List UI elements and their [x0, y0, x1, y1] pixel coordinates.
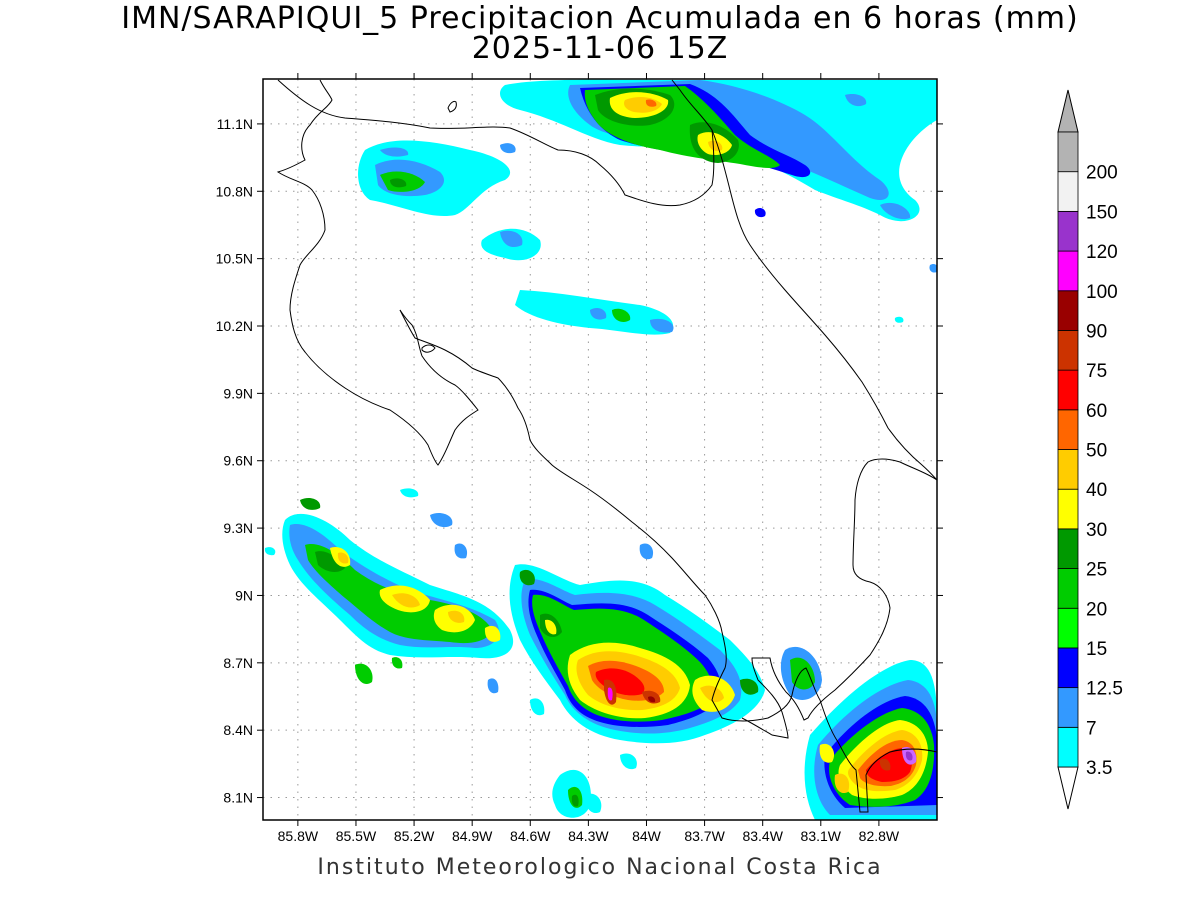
colorbar-high-triangle [1057, 89, 1079, 133]
colorbar-label: 200 [1086, 163, 1118, 184]
lon-tick-label: 85.8W [278, 828, 319, 844]
colorbar-swatch [1057, 647, 1079, 689]
lon-tick-label: 83.7W [684, 828, 725, 844]
colorbar-swatch [1057, 250, 1079, 292]
lat-tick-label: 11.1N [217, 116, 253, 132]
colorbar-swatch [1057, 131, 1079, 173]
map-frame [262, 78, 938, 821]
rain-cell-pacific-central [264, 488, 514, 694]
colorbar-swatch [1057, 171, 1079, 212]
colorbar-label: 40 [1086, 480, 1107, 501]
colorbar-label: 120 [1086, 242, 1118, 263]
precipitation-field [264, 79, 937, 820]
lon-tick-label: 84.6W [510, 828, 551, 844]
lat-tick-label: 10.2N [216, 318, 253, 334]
colorbar-low-triangle [1057, 766, 1079, 810]
lat-tick-label: 8.1N [223, 790, 253, 806]
nicaragua-pacific-coast [263, 79, 479, 466]
colorbar-label: 90 [1086, 321, 1107, 342]
lon-tick-label: 83.4W [742, 828, 783, 844]
lon-tick-label: 84.9W [452, 828, 493, 844]
colorbar-swatch [1057, 409, 1079, 450]
colorbar-label: 60 [1086, 401, 1107, 422]
lat-tick-label: 8.4N [223, 722, 253, 738]
rain-cell-central-north [481, 228, 937, 335]
gulf-of-nicoya-coast [399, 309, 937, 813]
map-datetime: 2025-11-06 15Z [471, 31, 729, 66]
lon-tick-label: 82.8W [859, 828, 900, 844]
rain-cell-guanacaste-north [358, 140, 516, 217]
lon-tick-label: 85.5W [336, 828, 377, 844]
colorbar-swatch [1057, 726, 1079, 768]
colorbar-label: 20 [1086, 599, 1107, 620]
nicoya-island-shape [421, 344, 436, 353]
colorbar-swatch [1057, 528, 1079, 569]
nicaragua-border-line [277, 79, 715, 207]
caribbean-coast [711, 129, 937, 481]
colorbar-swatch [1057, 290, 1079, 331]
lat-tick-label: 8.7N [223, 655, 253, 671]
coastline-borders [263, 79, 937, 813]
colorbar: 3.5 7 12.5 15 20 25 30 40 50 60 75 90 100 120 150 200 [1057, 89, 1123, 810]
colorbar-label: 15 [1086, 639, 1107, 660]
colorbar-swatch [1057, 330, 1079, 371]
colorbar-swatch [1057, 568, 1079, 609]
colorbar-swatch [1057, 687, 1079, 728]
colorbar-swatch [1057, 488, 1079, 530]
colorbar-label: 150 [1086, 202, 1118, 223]
map-title: IMN/SARAPIQUI_5 Precipitacion Acumulada … [121, 1, 1079, 36]
colorbar-swatch [1057, 607, 1079, 649]
footer-credit: Instituto Meteorologico Nacional Costa R… [317, 855, 883, 880]
lon-tick-label: 84.3W [568, 828, 609, 844]
lat-tick-label: 9.3N [223, 520, 253, 536]
colorbar-label: 75 [1086, 361, 1107, 382]
colorbar-swatch [1057, 449, 1079, 490]
map-axes: 85.8W 85.5W 85.2W 84.9W 84.6W 84.3W 84W 83.7W 83… [216, 73, 943, 844]
rain-cell-north-border [500, 79, 937, 222]
panama-border-line [741, 458, 937, 739]
lat-tick-label: 10.8N [216, 183, 253, 199]
colorbar-swatch [1057, 369, 1079, 411]
lat-tick-label: 9.6N [223, 453, 253, 469]
lon-tick-label: 84W [632, 828, 662, 844]
lat-tick-label: 10.5N [216, 251, 253, 267]
colorbar-label: 12.5 [1086, 679, 1123, 700]
rain-cell-pacific-south [509, 543, 765, 818]
colorbar-label: 25 [1086, 560, 1107, 581]
colorbar-label: 50 [1086, 441, 1107, 462]
lake-nicaragua-island [447, 100, 457, 113]
colorbar-label: 7 [1086, 718, 1097, 739]
colorbar-label: 3.5 [1086, 758, 1112, 779]
colorbar-label: 100 [1086, 282, 1118, 303]
lon-tick-label: 83.1W [801, 828, 842, 844]
lat-tick-label: 9.9N [223, 385, 253, 401]
colorbar-swatch [1057, 210, 1079, 252]
colorbar-label: 30 [1086, 520, 1107, 541]
lat-tick-label: 9N [235, 587, 253, 603]
lon-tick-label: 85.2W [394, 828, 435, 844]
